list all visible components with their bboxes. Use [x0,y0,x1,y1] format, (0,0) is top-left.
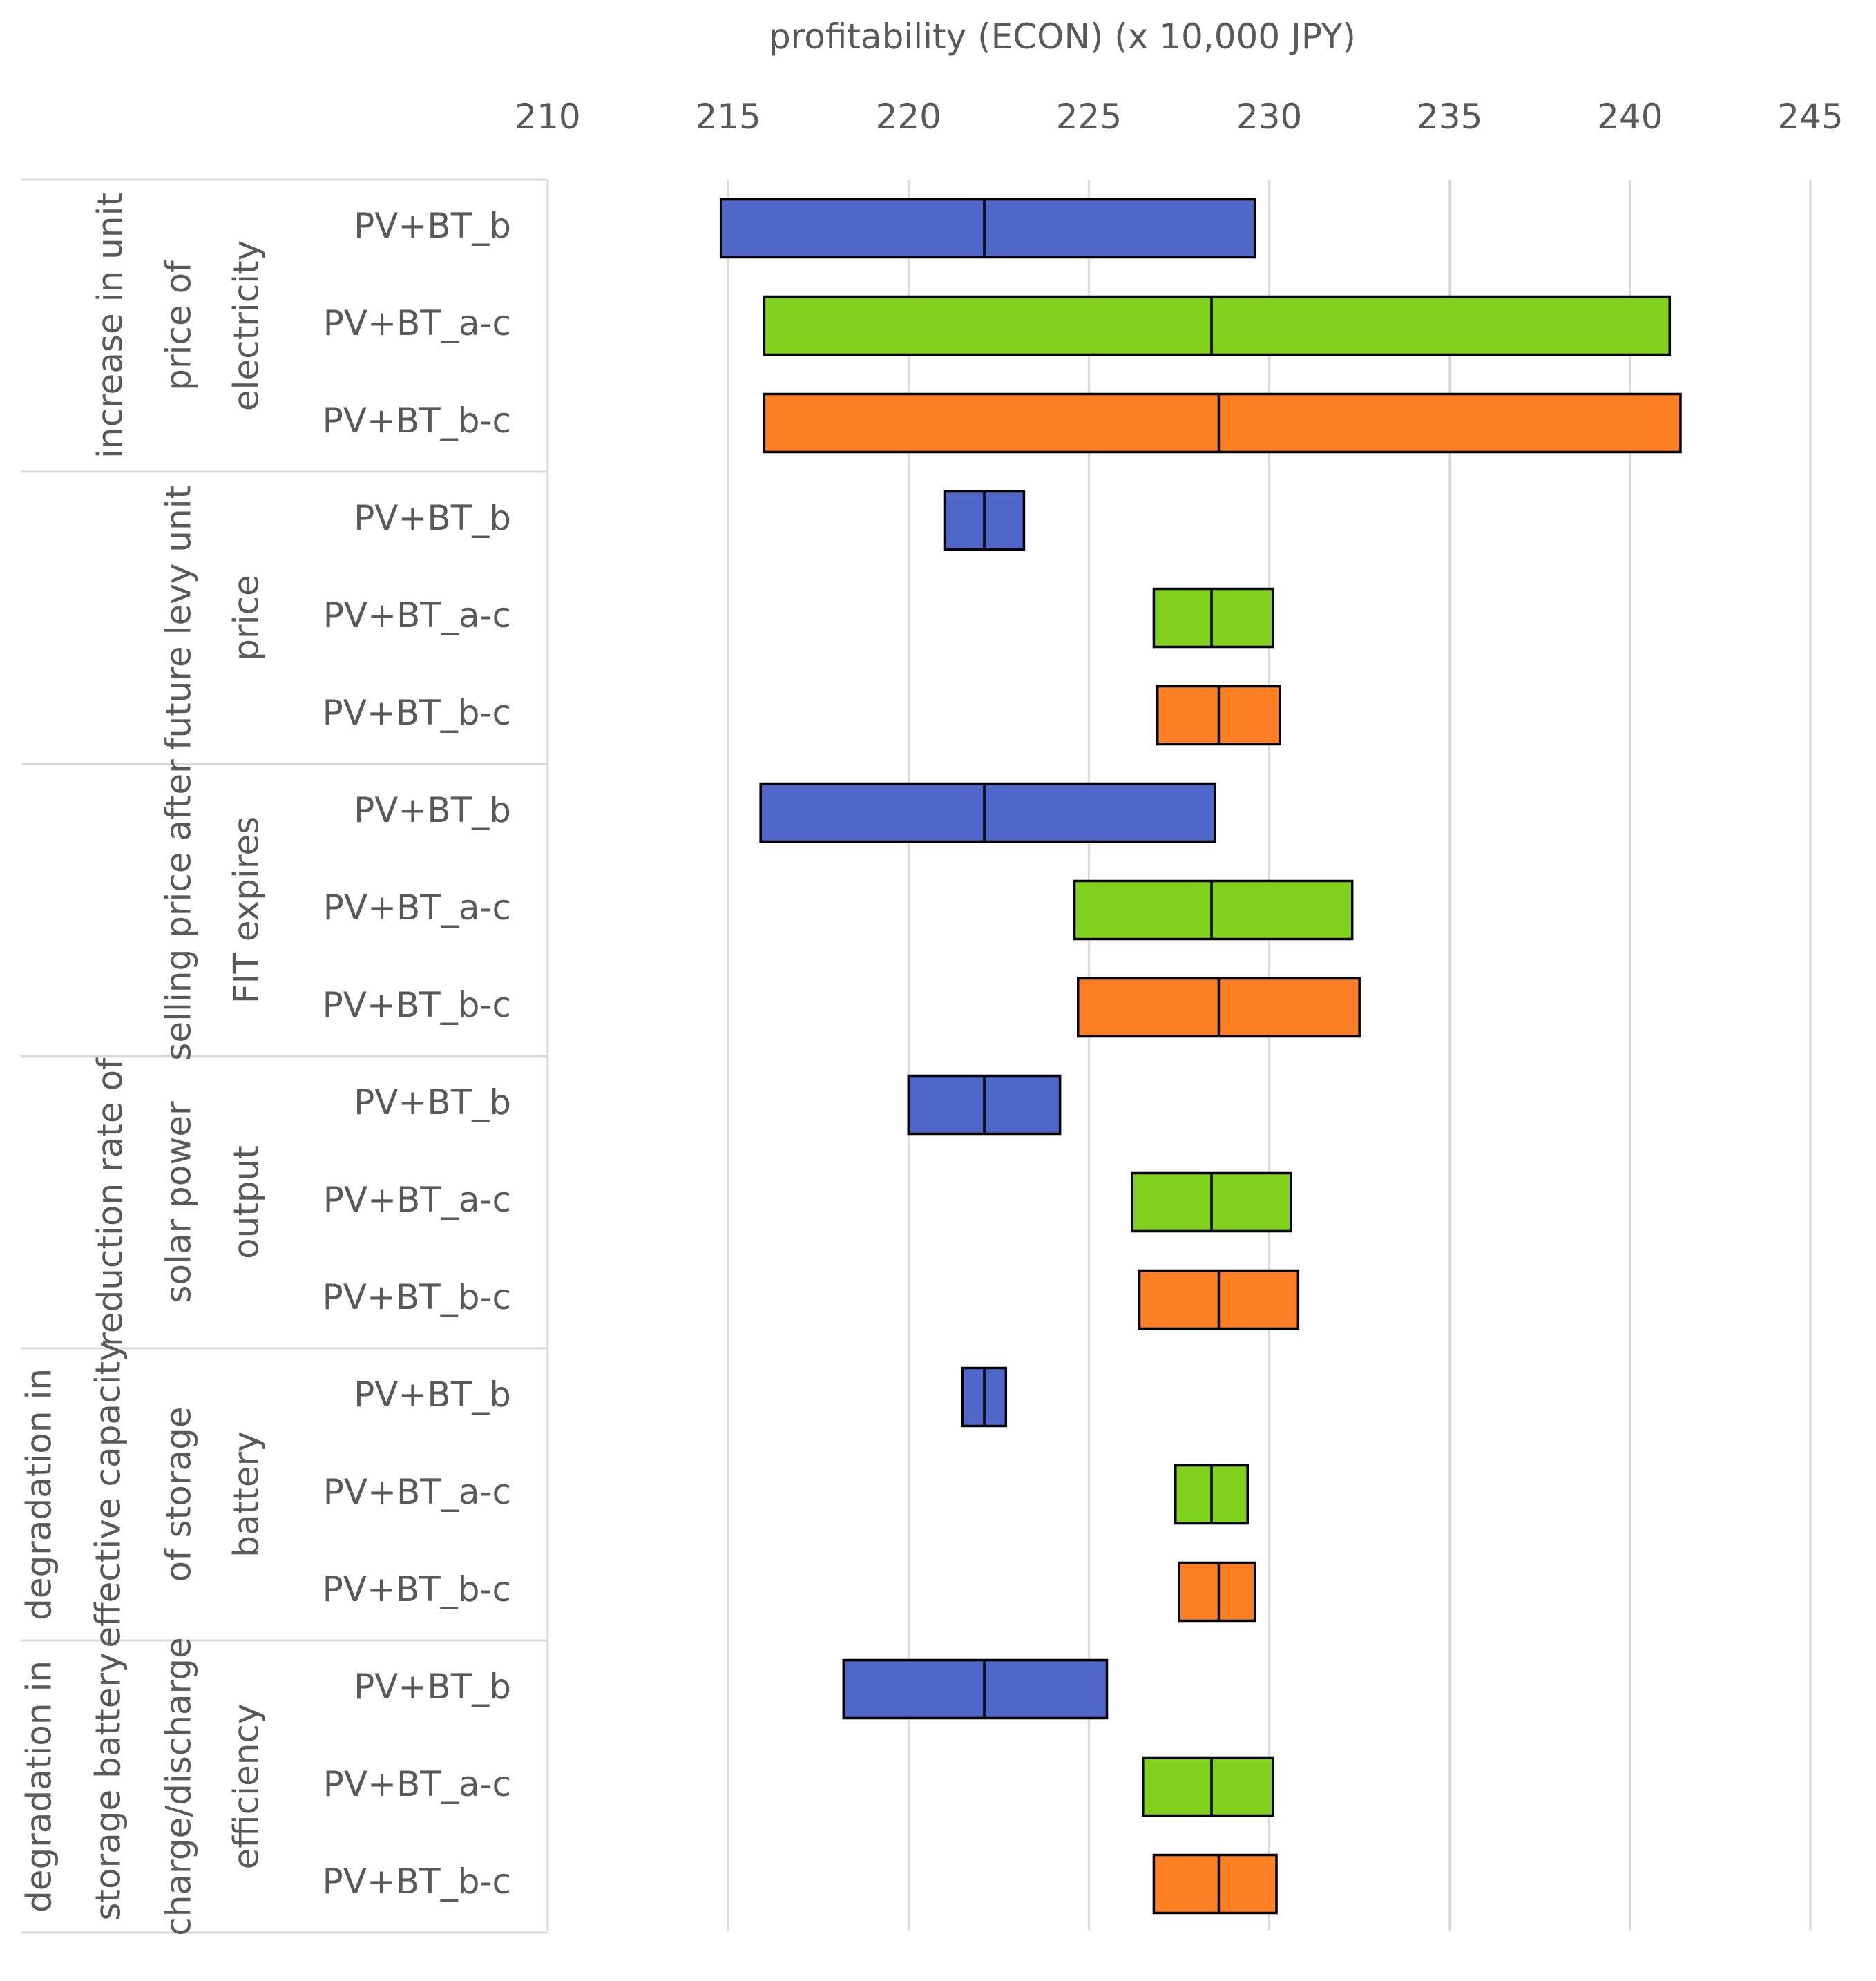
group-label-line: price [227,575,267,660]
x-tick-label-220: 220 [876,97,941,137]
row-label: PV+BT_b [354,1375,511,1415]
range-bar [1152,1853,1278,1915]
row-label: PV+BT_a-c [323,1180,511,1220]
category-separators [21,178,549,1934]
gridlines [727,180,1812,1931]
group-labels: increase in unit price of electricity futur… [19,193,267,1936]
group-label-line: output [227,1145,267,1259]
group-label-line: selling price after [159,759,199,1061]
group-label-line: price of [159,260,199,391]
x-tick-label-215: 215 [695,97,760,137]
row-label: PV+BT_b [354,498,511,538]
row-label: PV+BT_a-c [323,1764,511,1804]
group-label-line: solar power [159,1101,199,1303]
row-label: PV+BT_b [354,790,511,830]
row-label: PV+BT_b-c [323,1569,511,1609]
range-bar [763,295,1672,356]
range-bar [763,392,1682,454]
range-bar [759,782,1216,843]
group-label-line: storage battery [88,1652,128,1920]
row-label: PV+BT_b-c [323,1277,511,1317]
group-label-line: degradation in [19,1368,59,1620]
group-label-line: degradation in [19,1661,59,1913]
group-label-line: FIT expires [227,816,267,1004]
range-bar [1152,587,1274,649]
group-label-line: of storage [159,1406,199,1582]
group-label-line: efficiency [227,1703,267,1869]
row-labels: PV+BT_b PV+BT_a-c PV+BT_b-c PV+BT_b PV+BT_a-… [323,206,511,1902]
group-label-line: future levy unit [159,486,199,750]
x-tick-label-240: 240 [1597,97,1663,137]
x-tick-label-225: 225 [1056,97,1122,137]
row-label: PV+BT_a-c [323,595,511,635]
range-bar [719,198,1256,259]
row-label: PV+BT_a-c [323,303,511,343]
group-label-line: charge/discharge [159,1637,199,1936]
x-tick-label-230: 230 [1236,97,1302,137]
row-label: PV+BT_a-c [323,1472,511,1512]
x-tick-label-210: 210 [515,97,580,137]
group-label-line: battery [227,1431,267,1558]
row-label: PV+BT_a-c [323,888,511,928]
x-axis-ticks: 210 215 220 225 230 235 240 245 [515,97,1843,137]
row-label: PV+BT_b [354,206,511,246]
group-label-line: reduction rate of [90,1057,131,1347]
x-tick-label-245: 245 [1777,97,1843,137]
x-tick-label-235: 235 [1417,97,1482,137]
bars [719,198,1682,1915]
group-label-line: increase in unit [90,193,131,459]
group-label-line: effective capacity [88,1341,128,1647]
row-label: PV+BT_b-c [323,985,511,1025]
x-axis-title: profitability (ECON) (x 10,000 JPY) [769,17,1356,57]
row-label: PV+BT_b-c [323,401,511,441]
range-bar [842,1658,1109,1720]
range-bar [1073,879,1354,941]
range-bar [1178,1561,1256,1623]
row-label: PV+BT_b-c [323,693,511,733]
group-label-line: electricity [227,240,267,412]
row-label: PV+BT_b [354,1082,511,1122]
row-label: PV+BT_b-c [323,1862,511,1902]
range-bar [1142,1756,1274,1817]
row-label: PV+BT_b [354,1667,511,1707]
